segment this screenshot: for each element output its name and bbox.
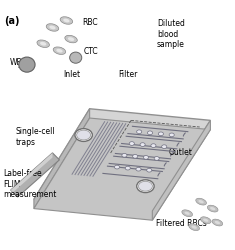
- Text: Outlet: Outlet: [168, 148, 192, 157]
- Polygon shape: [152, 120, 210, 220]
- Ellipse shape: [122, 154, 127, 157]
- Ellipse shape: [60, 17, 73, 24]
- Text: (a): (a): [4, 16, 19, 26]
- Ellipse shape: [40, 42, 46, 46]
- Ellipse shape: [184, 212, 190, 215]
- Polygon shape: [34, 109, 210, 211]
- Text: WBC: WBC: [9, 58, 27, 67]
- Ellipse shape: [182, 210, 192, 217]
- Ellipse shape: [46, 24, 59, 31]
- Ellipse shape: [133, 154, 138, 158]
- Text: Filtered RBCs: Filtered RBCs: [156, 219, 207, 228]
- Ellipse shape: [49, 26, 56, 29]
- Ellipse shape: [192, 226, 197, 229]
- Ellipse shape: [162, 145, 167, 148]
- Ellipse shape: [158, 132, 163, 136]
- Ellipse shape: [154, 156, 159, 160]
- Text: RBC: RBC: [82, 18, 98, 28]
- Ellipse shape: [215, 221, 220, 224]
- Polygon shape: [11, 153, 59, 197]
- Ellipse shape: [212, 219, 223, 226]
- Ellipse shape: [151, 144, 156, 148]
- Ellipse shape: [114, 165, 120, 169]
- Ellipse shape: [19, 57, 35, 72]
- Text: Label-free
FLIM
measurement: Label-free FLIM measurement: [4, 169, 57, 199]
- Text: Single-cell
traps: Single-cell traps: [15, 127, 55, 147]
- Text: Inlet: Inlet: [64, 70, 81, 78]
- Ellipse shape: [56, 49, 63, 52]
- Ellipse shape: [147, 168, 152, 172]
- Ellipse shape: [125, 166, 130, 170]
- Ellipse shape: [200, 217, 211, 224]
- Ellipse shape: [169, 133, 174, 137]
- Ellipse shape: [148, 131, 153, 135]
- Text: CTC: CTC: [84, 47, 98, 56]
- Ellipse shape: [203, 218, 208, 222]
- Ellipse shape: [207, 205, 218, 212]
- Ellipse shape: [68, 37, 74, 41]
- Ellipse shape: [140, 143, 145, 146]
- Ellipse shape: [129, 142, 134, 146]
- Ellipse shape: [196, 198, 206, 205]
- Text: Diluted
blood
sample: Diluted blood sample: [157, 19, 185, 49]
- Polygon shape: [34, 118, 210, 220]
- Ellipse shape: [137, 180, 154, 192]
- Ellipse shape: [77, 130, 91, 140]
- Ellipse shape: [75, 129, 92, 141]
- Ellipse shape: [37, 40, 49, 48]
- Ellipse shape: [136, 167, 141, 171]
- Polygon shape: [34, 109, 90, 208]
- Ellipse shape: [63, 18, 70, 22]
- Ellipse shape: [143, 156, 149, 159]
- Ellipse shape: [189, 224, 200, 230]
- Ellipse shape: [210, 207, 215, 210]
- Ellipse shape: [70, 52, 82, 63]
- Ellipse shape: [53, 47, 66, 54]
- Text: Filter: Filter: [118, 70, 138, 78]
- Polygon shape: [11, 153, 52, 192]
- Ellipse shape: [137, 130, 142, 134]
- Ellipse shape: [65, 35, 77, 43]
- Ellipse shape: [138, 181, 152, 191]
- Ellipse shape: [198, 200, 204, 203]
